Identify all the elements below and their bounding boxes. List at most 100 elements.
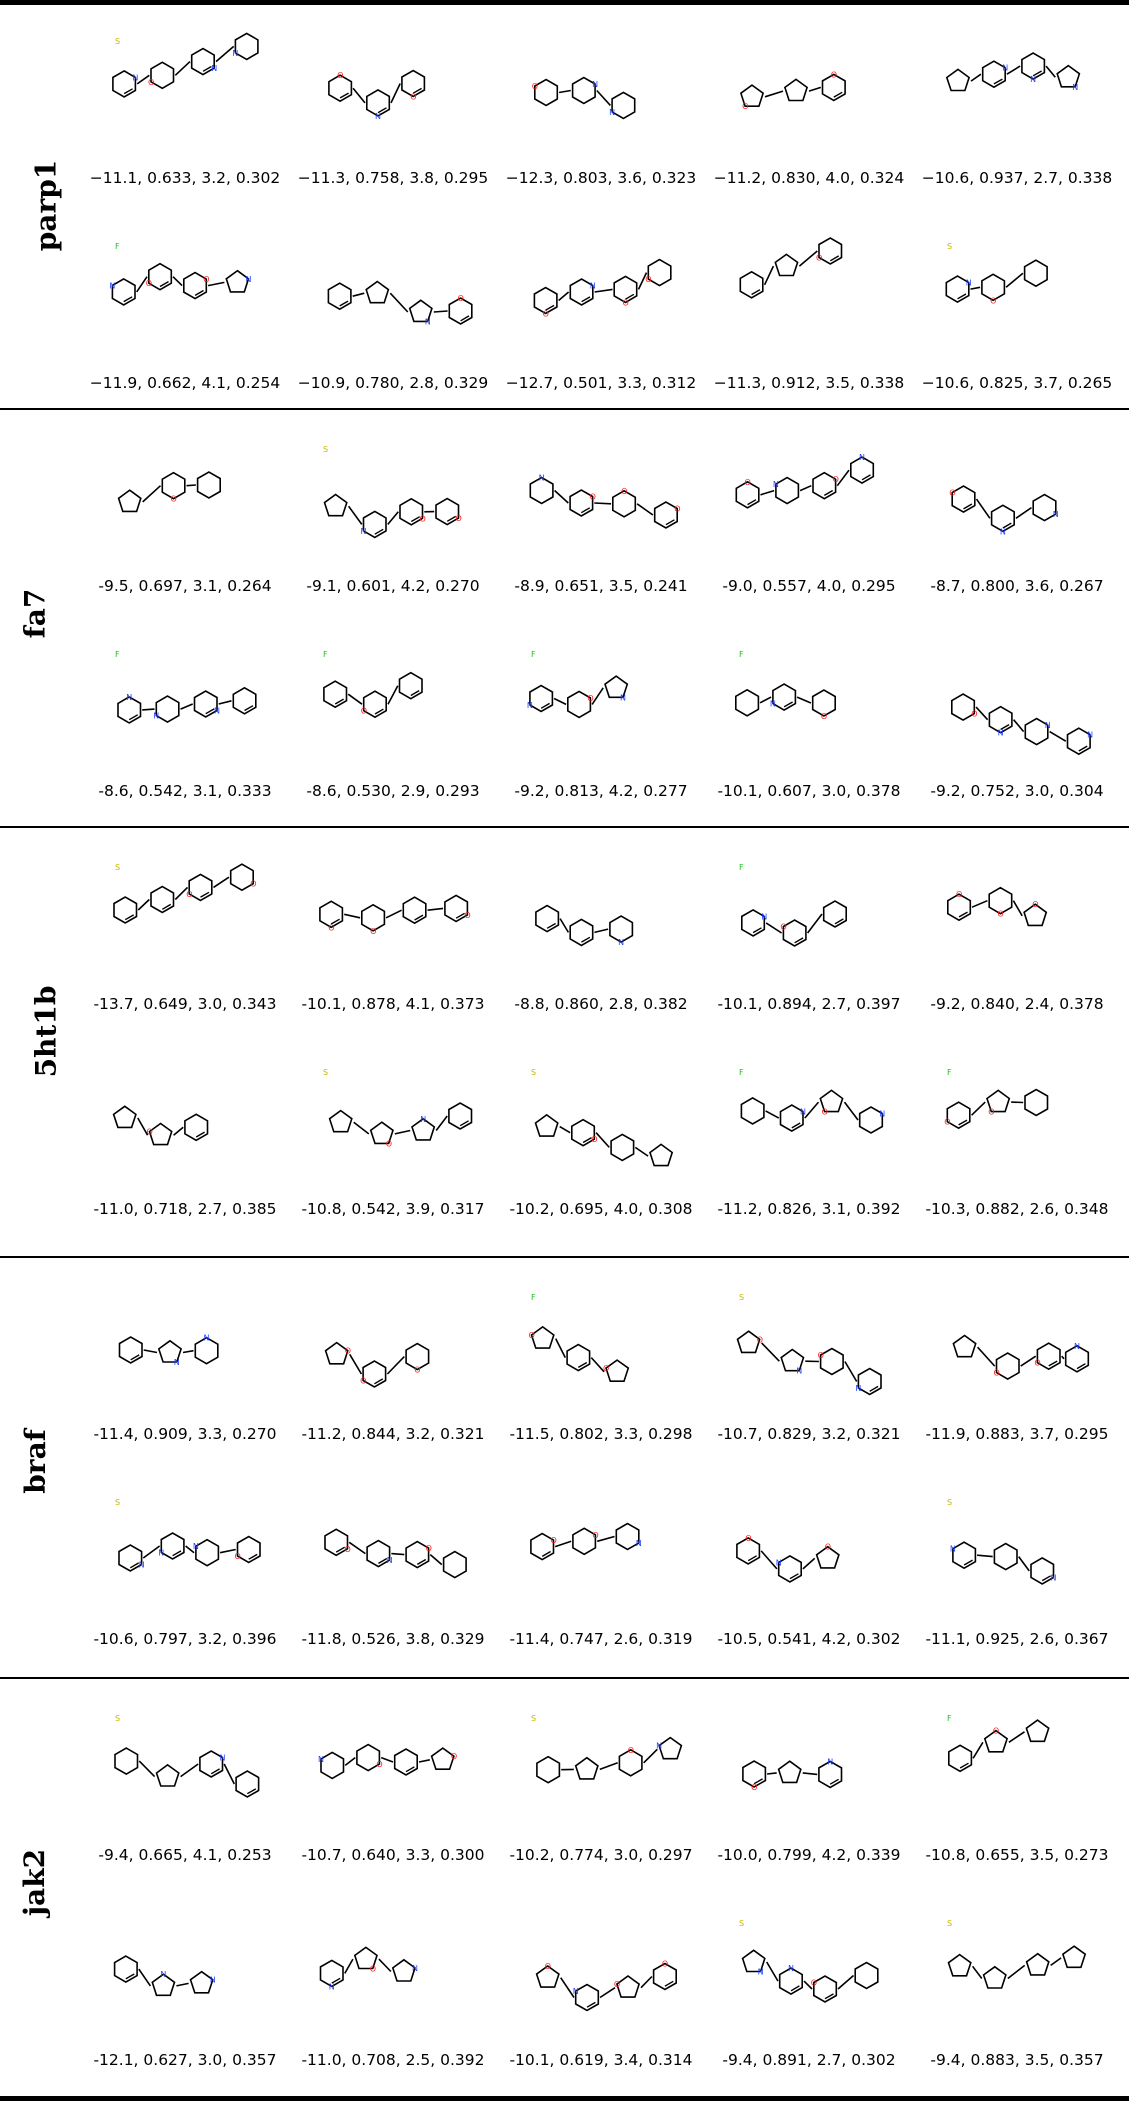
ring-bond <box>947 1953 972 1977</box>
ring-bond <box>405 1540 430 1569</box>
molecule-cell: N O O N F −11.9, 0.662, 4.1, 0.254 <box>80 229 290 409</box>
nitrogen-atom: N <box>375 112 381 121</box>
oxygen-atom: O <box>816 254 822 263</box>
ring-bond <box>369 1121 394 1145</box>
double-bond <box>1041 1575 1052 1582</box>
double-bond <box>833 91 843 98</box>
nitrogen-atom: N <box>788 1964 794 1973</box>
double-bond <box>1000 723 1010 731</box>
single-bond <box>766 1961 779 1982</box>
ring-bond <box>118 1336 143 1364</box>
molecule-structure-icon: O N O <box>324 1528 467 1579</box>
ring-bond <box>813 1975 838 2003</box>
single-bond <box>142 1545 161 1559</box>
double-bond <box>829 255 840 262</box>
nitrogen-atom: N <box>950 1545 956 1554</box>
double-bond <box>248 1553 258 1560</box>
single-bond <box>387 511 399 525</box>
molecule-scores: -8.9, 0.651, 3.5, 0.241 <box>514 577 688 595</box>
molecule-scores: -10.6, 0.797, 3.2, 0.396 <box>93 1630 277 1648</box>
molecule-scores: -9.4, 0.891, 2.7, 0.302 <box>722 2051 896 2069</box>
target-label: fa7 <box>0 589 70 639</box>
double-bond <box>747 1555 757 1562</box>
molecule-cell: O O O -11.2, 0.844, 3.2, 0.321 <box>288 1280 498 1460</box>
ring-bond <box>148 1122 173 1146</box>
molecule-cell: O N N N -9.2, 0.752, 3.0, 0.304 <box>912 637 1122 817</box>
double-bond <box>752 927 762 934</box>
molecule-scores: -10.1, 0.894, 2.7, 0.397 <box>717 995 901 1013</box>
ring-bond <box>988 705 1013 734</box>
ring-bond <box>193 690 218 718</box>
molecule-scores: -9.4, 0.883, 3.5, 0.357 <box>930 2051 1104 2069</box>
molecule-cell: N -8.8, 0.860, 2.8, 0.382 <box>496 850 706 1030</box>
ring-bond <box>533 78 559 107</box>
molecule-cell: N N N F -8.6, 0.542, 3.1, 0.333 <box>80 637 290 817</box>
ring-bond <box>529 684 554 713</box>
ring-bond <box>408 299 433 323</box>
molecule-structure-icon: O N S <box>323 1068 473 1148</box>
target-name: parp1 <box>29 159 63 252</box>
molecule-cell: O N -10.0, 0.799, 4.2, 0.339 <box>704 1701 914 1881</box>
ring-bond <box>611 91 636 120</box>
nitrogen-atom: N <box>160 1970 166 1979</box>
oxygen-atom: O <box>745 1534 751 1543</box>
double-bond <box>130 1354 140 1361</box>
single-bond <box>172 276 183 287</box>
ring-bond <box>196 471 221 499</box>
ring-bond <box>195 1538 220 1567</box>
ring-bond <box>183 271 208 300</box>
ring-bond <box>323 680 348 709</box>
sulfur-atom: S <box>947 242 952 251</box>
oxygen-atom: O <box>1032 900 1038 909</box>
molecule-cell: N N N O S -10.6, 0.797, 3.2, 0.396 <box>80 1485 290 1665</box>
ring-bond <box>570 1118 596 1147</box>
ring-bond <box>772 683 797 712</box>
molecule-structure-icon: NN <box>118 1334 219 1367</box>
fluorine-atom: F <box>531 1293 536 1302</box>
ring-bond <box>111 277 136 306</box>
single-bond <box>385 909 402 919</box>
oxygen-atom: O <box>345 1545 351 1554</box>
double-bond <box>957 293 967 300</box>
molecule-structure-icon: N O N <box>319 1946 418 1991</box>
double-bond <box>747 499 757 506</box>
double-bond <box>581 936 591 943</box>
molecule-cell: O N S -10.8, 0.542, 3.9, 0.317 <box>288 1055 498 1235</box>
ring-bond <box>319 1959 344 1988</box>
double-bond <box>200 891 210 898</box>
nitrogen-atom: N <box>527 701 533 710</box>
ring-bond <box>566 690 592 719</box>
oxygen-atom: O <box>587 694 593 703</box>
molecule-scores: -10.2, 0.774, 3.0, 0.297 <box>509 1846 693 1864</box>
single-bond <box>1006 65 1021 75</box>
single-bond <box>1015 506 1032 519</box>
ring-bond <box>147 262 173 291</box>
single-bond <box>802 1772 818 1776</box>
ring-bond <box>1032 493 1057 522</box>
single-bond <box>594 928 609 934</box>
double-bond <box>335 1546 346 1553</box>
double-bond <box>331 1977 341 1984</box>
double-bond <box>625 293 635 300</box>
nitrogen-atom: N <box>420 1115 426 1124</box>
single-bond <box>391 1552 405 1556</box>
double-bond <box>958 1119 968 1126</box>
ring-bond <box>821 73 846 102</box>
single-bond <box>186 484 196 487</box>
ring-bond <box>435 497 460 526</box>
molecule-scores: -10.1, 0.619, 3.4, 0.314 <box>509 2051 693 2069</box>
molecule-scores: -10.1, 0.878, 4.1, 0.373 <box>301 995 485 1013</box>
fluorine-atom: F <box>115 650 120 659</box>
molecule-cell: N O O -10.7, 0.640, 3.3, 0.300 <box>288 1701 498 1881</box>
double-bond <box>123 88 133 95</box>
ring-bond <box>812 471 837 500</box>
ring-bond <box>117 489 142 513</box>
single-bond <box>765 1110 780 1119</box>
molecule-structure-icon: OS <box>531 1068 674 1167</box>
single-bond <box>634 1146 649 1157</box>
double-bond <box>194 289 204 297</box>
double-bond <box>545 304 555 311</box>
nitrogen-atom: N <box>329 1982 335 1991</box>
target-label: parp1 <box>0 160 70 252</box>
ring-bond <box>362 690 387 719</box>
